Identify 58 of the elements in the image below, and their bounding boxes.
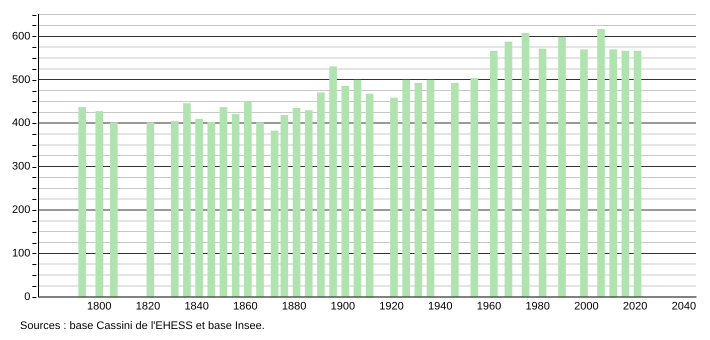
x-tick-label: 2040 [672,300,696,312]
bar [304,110,313,297]
bar [402,80,410,297]
bar [232,114,240,297]
x-tick-label: 1920 [379,300,404,312]
y-tick-label: 600 [12,30,30,42]
bar [490,50,498,297]
x-tick-label: 1940 [428,300,452,312]
bar [341,86,350,297]
y-tick-label: 500 [12,74,30,86]
bar [270,130,278,297]
x-tick-label: 1860 [233,300,258,312]
x-tick-label: 1960 [476,300,502,312]
bar [280,114,288,297]
bar [95,111,104,297]
x-tick-label: 2000 [574,300,599,312]
bar [538,48,546,297]
bar [609,49,618,297]
x-tick-label: 1840 [184,300,209,312]
bar [110,122,118,297]
bar [292,108,300,297]
x-tick-label: 1800 [87,300,112,312]
y-tick-label: 200 [12,204,30,216]
bar [329,66,337,297]
bar [390,98,398,297]
y-tick-label: 100 [12,247,30,260]
bar [78,107,86,297]
source-note: Sources : base Cassini de l'EHESS et base Insee. [20,320,265,332]
bar [414,82,422,297]
y-tick-label: 300 [12,160,30,173]
y-tick-label: 0 [24,290,30,303]
bar [146,122,154,297]
x-tick-label: 1820 [136,300,160,312]
bar [354,80,362,297]
bar [622,50,630,297]
x-tick-label: 2020 [622,300,648,312]
bar [220,107,228,297]
bar [207,122,216,297]
bar [170,121,179,297]
bar [580,49,588,297]
bar [183,103,191,297]
bar [195,118,203,297]
bar [522,32,530,297]
x-tick-label: 1880 [282,300,306,312]
bar [504,42,512,297]
bar [244,102,252,297]
bar [634,50,642,297]
bar [256,122,264,297]
bar [317,92,325,297]
y-tick-label: 400 [12,117,30,130]
bar [366,94,374,297]
x-tick-label: 1980 [525,300,550,312]
bar [451,82,459,297]
bar [597,29,605,297]
bar [558,36,566,297]
bar [426,80,434,297]
bar [470,78,478,297]
x-tick-label: 1900 [330,300,356,312]
